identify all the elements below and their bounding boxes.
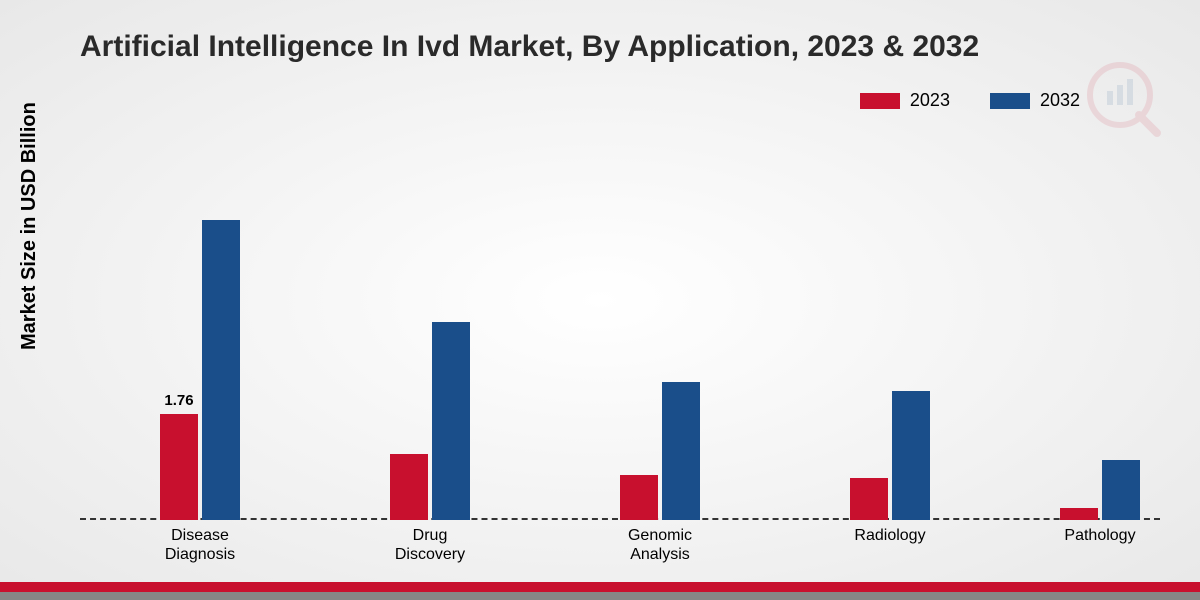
- bar-2032: [1102, 460, 1140, 520]
- x-axis-labels: DiseaseDiagnosis DrugDiscovery GenomicAnal…: [80, 520, 1160, 570]
- legend-swatch-2032: [990, 93, 1030, 109]
- bar-2032: [892, 391, 930, 520]
- bar-2032: [432, 322, 470, 520]
- bar-2032: [202, 220, 240, 520]
- bar-2023: [850, 478, 888, 520]
- watermark-logo: [1075, 55, 1165, 150]
- bar-2023: [620, 475, 658, 520]
- bar-2023: [1060, 508, 1098, 520]
- x-tick-label: Pathology: [1020, 526, 1180, 545]
- x-tick-label: GenomicAnalysis: [580, 526, 740, 564]
- x-tick-label: Radiology: [810, 526, 970, 545]
- x-tick-label: DiseaseDiagnosis: [120, 526, 280, 564]
- x-tick-label: DrugDiscovery: [350, 526, 510, 564]
- footer-bar: [0, 582, 1200, 600]
- footer-red-stripe: [0, 582, 1200, 592]
- bar-2023: [390, 454, 428, 520]
- bar-2023: 1.76: [160, 414, 198, 520]
- bar-group: [370, 322, 490, 520]
- bar-group: [600, 382, 720, 520]
- bar-value-label: 1.76: [164, 392, 193, 409]
- chart-title: Artificial Intelligence In Ivd Market, B…: [80, 30, 979, 64]
- legend-item-2023: 2023: [860, 90, 950, 111]
- bar-group: 1.76: [140, 220, 260, 520]
- bar-2032: [662, 382, 700, 520]
- legend-label-2032: 2032: [1040, 90, 1080, 111]
- legend-swatch-2023: [860, 93, 900, 109]
- legend-item-2032: 2032: [990, 90, 1080, 111]
- y-axis-label: Market Size in USD Billion: [18, 102, 41, 350]
- legend-label-2023: 2023: [910, 90, 950, 111]
- bar-group: [1040, 460, 1160, 520]
- bar-group: [830, 391, 950, 520]
- plot-area: 1.76: [80, 160, 1160, 520]
- legend: 2023 2032: [860, 90, 1080, 111]
- footer-grey-stripe: [0, 592, 1200, 600]
